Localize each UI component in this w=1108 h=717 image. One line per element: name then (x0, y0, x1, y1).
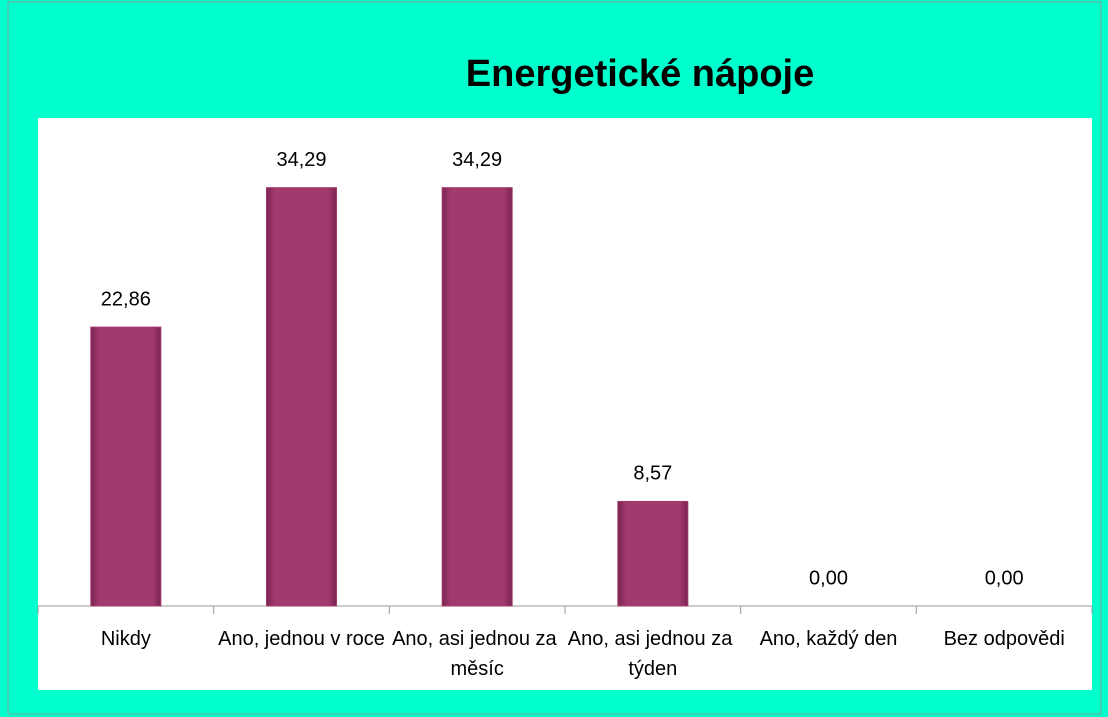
value-label: 34,29 (276, 149, 326, 171)
value-label: 8,57 (633, 463, 672, 485)
value-label: 34,29 (452, 149, 502, 171)
x-tick-label: Ano, asi jednou za týden (568, 628, 738, 680)
bar (90, 326, 162, 607)
bar (617, 500, 689, 607)
bar (266, 187, 337, 607)
x-tick-label: Nikdy (101, 628, 151, 650)
x-tick-label: Ano, asi jednou za měsíc (392, 628, 562, 680)
x-tick-label: Ano, každý den (760, 628, 898, 650)
chart-title: Energetické nápoje (466, 53, 814, 95)
x-tick-label: Ano, jednou v roce (218, 628, 385, 650)
value-label: 22,86 (101, 288, 151, 310)
plot-area (38, 118, 1092, 690)
x-tick-label: Bez odpovědi (944, 628, 1065, 650)
bar (441, 187, 513, 607)
value-label: 0,00 (809, 567, 848, 589)
value-label: 0,00 (985, 567, 1024, 589)
